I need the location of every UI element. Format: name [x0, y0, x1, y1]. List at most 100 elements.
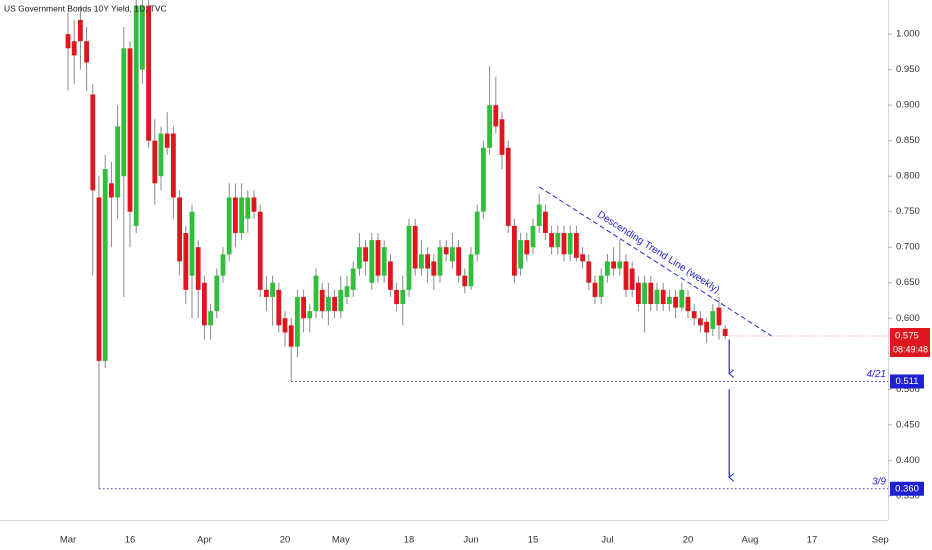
candle-body: [605, 261, 610, 276]
candle-body: [499, 119, 505, 155]
candle-body: [189, 211, 195, 276]
candle-body: [561, 233, 567, 255]
y-tick-label: 0.700: [896, 242, 920, 253]
level-price-label: 0.360: [895, 483, 919, 494]
candle-body: [338, 289, 344, 312]
candle-body: [239, 197, 244, 234]
candle-body: [654, 289, 660, 305]
y-tick-label: 0.600: [896, 313, 920, 324]
candle-body: [226, 197, 232, 255]
x-tick-label: Apr: [197, 535, 212, 546]
candle-body: [152, 140, 158, 184]
countdown-label: 08:49:48: [893, 344, 928, 354]
candle-body: [363, 247, 368, 262]
candle-body: [456, 247, 461, 276]
candle-body: [673, 296, 678, 308]
candle-body: [667, 296, 672, 305]
candle-body: [481, 147, 486, 212]
candle-body: [251, 197, 257, 212]
candle-body: [412, 225, 418, 269]
level-price-label: 0.511: [895, 376, 918, 387]
candle-body: [369, 240, 375, 283]
candle-body: [512, 225, 517, 276]
candle-body: [574, 233, 579, 258]
candle-body: [102, 169, 108, 361]
candle-body: [443, 247, 449, 255]
candle-body: [332, 296, 337, 312]
candle-body: [65, 34, 71, 49]
candle-body: [375, 240, 381, 276]
level-date: 3/9: [872, 476, 886, 487]
candle-body: [245, 197, 251, 219]
y-tick-label: 0.900: [896, 100, 920, 111]
candle-body: [543, 211, 548, 234]
candle-body: [419, 254, 424, 269]
x-tick-label: 18: [404, 535, 415, 546]
countdown-box: [890, 343, 930, 358]
level-price-box: [890, 374, 924, 389]
candle-body: [319, 289, 325, 312]
candle-body: [536, 204, 542, 226]
candle-body: [629, 268, 635, 290]
candle-body: [406, 225, 412, 290]
candle-body: [710, 311, 716, 329]
candle-body: [598, 275, 604, 297]
candle-body: [282, 318, 288, 333]
candle-body: [133, 5, 139, 226]
candle-body: [202, 282, 207, 326]
candle-body: [660, 289, 666, 305]
candle-body: [487, 105, 492, 148]
x-tick-label: Aug: [742, 535, 759, 546]
candle-body: [195, 247, 201, 290]
x-tick-label: 15: [528, 535, 539, 546]
candle-body: [530, 225, 536, 248]
candle-body: [691, 311, 697, 319]
candle-body: [679, 289, 685, 308]
candle-body: [109, 183, 114, 198]
x-tick-label: 17: [807, 535, 818, 546]
candle-body: [171, 133, 176, 198]
candle-body: [313, 275, 319, 312]
candle-body: [276, 289, 282, 326]
candle-body: [468, 254, 474, 287]
x-tick-label: 20: [280, 535, 291, 546]
candle-body: [350, 268, 356, 290]
candle-body: [270, 282, 275, 297]
y-tick-label: 0.750: [896, 206, 920, 217]
candle-body: [505, 147, 511, 226]
candle-body: [685, 296, 691, 312]
candle-body: [524, 240, 530, 255]
x-tick-label: Sep: [872, 535, 889, 546]
candle-body: [617, 261, 623, 269]
candle-body: [549, 233, 554, 248]
y-tick-label: 0.650: [896, 277, 920, 288]
x-tick-label: Jun: [463, 535, 478, 546]
y-tick-label: 0.800: [896, 171, 920, 182]
last-price-label: 0.575: [895, 331, 919, 342]
candle-body: [344, 286, 350, 297]
candle-body: [642, 282, 647, 305]
y-tick-label: 0.850: [896, 135, 920, 146]
candle-body: [84, 41, 89, 63]
candle-body: [164, 133, 170, 148]
x-tick-label: 16: [125, 535, 136, 546]
candle-body: [450, 247, 455, 262]
y-tick-label: 0.350: [896, 490, 920, 501]
y-tick-label: 0.400: [896, 455, 920, 466]
candle-body: [580, 254, 585, 262]
level-price-box: [890, 481, 924, 496]
candle-body: [71, 41, 77, 56]
candle-body: [586, 261, 592, 283]
candle-body: [400, 289, 406, 305]
candle-body: [381, 247, 387, 276]
candle-body: [493, 105, 499, 127]
candle-body: [301, 296, 306, 319]
candle-body: [288, 325, 294, 347]
candle-body: [716, 307, 722, 326]
chart-title: US Government Bonds 10Y Yield, 1D, TVC: [4, 3, 167, 13]
candle-body: [295, 296, 300, 347]
candle-body: [704, 321, 709, 333]
candle-body: [177, 197, 182, 262]
x-tick-label: Jul: [601, 535, 613, 546]
